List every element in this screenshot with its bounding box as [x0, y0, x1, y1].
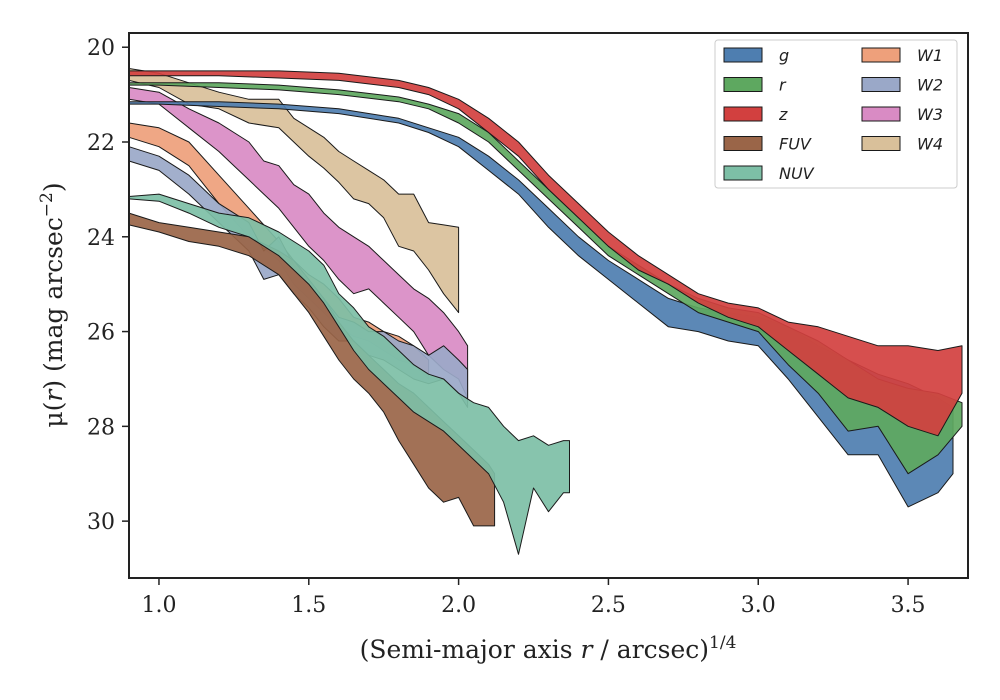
y-axis-ticks: 20 22 24 26 28 30 [87, 36, 129, 535]
legend-swatch-nuv [723, 165, 763, 181]
y-axis-label-prefix: μ( [39, 402, 68, 428]
y-axis-label-sup: −2 [37, 192, 57, 217]
y-axis-label-close: ) [39, 182, 68, 192]
x-axis-label-var: r [581, 635, 595, 664]
legend-swatch-w2 [861, 77, 901, 92]
y-tick-label: 26 [87, 321, 115, 346]
y-tick-label: 20 [87, 36, 115, 61]
series-band-w4 [128, 68, 460, 314]
legend-swatch-z [723, 106, 763, 122]
x-tick-label: 3.5 [891, 593, 926, 618]
x-tick-label: 2.5 [591, 593, 626, 618]
legend-label-g: g [779, 46, 789, 65]
series-band-nuv [128, 193, 570, 555]
legend-swatch-r [723, 77, 763, 92]
series-band-r [128, 82, 963, 475]
legend: grz FUV NUV W1 W2 W3 W4 [714, 39, 958, 189]
y-tick-label: 30 [87, 510, 115, 535]
legend-label-w4: W4 [917, 135, 943, 154]
legend-label-z: z [778, 105, 788, 124]
series-band-g [128, 101, 954, 508]
legend-swatch-fuv [723, 136, 763, 151]
legend-label-fuv: FUV [779, 135, 812, 154]
legend-label-r: r [779, 76, 787, 95]
x-axis-label-sup: 1/4 [709, 633, 736, 653]
legend-swatch-w1 [861, 47, 901, 63]
y-tick-label: 24 [87, 226, 115, 251]
series-bands [128, 68, 963, 555]
legend-swatch-w4 [861, 136, 901, 151]
x-tick-label: 2.0 [441, 593, 476, 618]
y-tick-label: 22 [87, 131, 115, 156]
legend-label-w1: W1 [917, 46, 943, 65]
y-axis-label-var: r [39, 388, 68, 402]
legend-swatch-w3 [861, 106, 901, 122]
x-tick-label: 1.5 [291, 593, 326, 618]
y-axis-label-suffix: ) (mag arcsec [39, 217, 68, 390]
legend-swatch-g [723, 47, 763, 63]
y-axis-label: μ(r) (mag arcsec−2) [37, 182, 68, 427]
plot-frame [128, 32, 969, 579]
legend-label-w3: W3 [917, 105, 943, 124]
legend-label-w2: W2 [917, 76, 943, 95]
legend-label-nuv: NUV [779, 164, 815, 183]
x-axis-label-prefix: (Semi-major axis [360, 635, 581, 664]
legend-items: grz FUV NUV W1 W2 W3 W4 [723, 46, 943, 183]
x-tick-label: 1.0 [141, 593, 176, 618]
y-tick-label: 28 [87, 415, 115, 440]
series-band-z [128, 70, 963, 437]
x-axis-label-suffix: / arcsec) [592, 635, 709, 664]
x-axis-label: (Semi-major axis r / arcsec)1/4 [360, 633, 737, 664]
x-axis-ticks: 1.0 1.5 2.0 2.5 3.0 3.5 [141, 578, 926, 618]
x-tick-label: 3.0 [741, 593, 776, 618]
